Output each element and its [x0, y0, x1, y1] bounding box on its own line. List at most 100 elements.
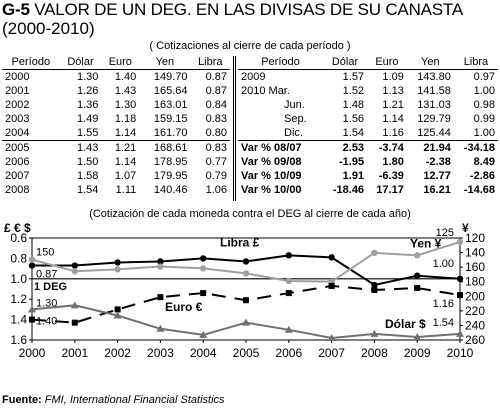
table-cell: 141.58 [417, 85, 451, 97]
data-point [328, 254, 335, 261]
data-point [328, 282, 335, 289]
table-cell: -34.18 [453, 140, 498, 155]
series-label: Euro € [165, 300, 203, 314]
table-cell: -2.38 [425, 156, 451, 168]
data-point [371, 249, 378, 257]
data-point [413, 332, 422, 340]
variation-row: Var % 08/07 2.53 -3.74 21.94 -34.18 [238, 140, 498, 155]
right-axis-tick-label: 240 [465, 318, 485, 332]
right-axis-tick-label: 200 [465, 289, 485, 303]
right-axis-tick-label: 120 [465, 231, 485, 245]
table-left-header: Período Dólar Euro Yen Libra [2, 55, 230, 70]
data-point [200, 265, 207, 272]
data-label: 1.00 [433, 258, 454, 270]
table-cell: -1.95 [338, 156, 365, 168]
row-label: 2009 [241, 71, 266, 83]
row-label: Sep. [284, 113, 307, 125]
table-cell: 12.77 [423, 170, 451, 182]
row-label: 2008 [5, 184, 30, 196]
table-row: 2009 1.57 1.09 143.80 0.97 [238, 70, 498, 85]
data-label: 125 [436, 227, 454, 239]
x-axis-tick-label: 2007 [318, 346, 345, 360]
right-axis-tick-label: 140 [465, 246, 485, 260]
x-axis-tick-label: 2010 [447, 346, 474, 360]
data-point [371, 281, 378, 289]
data-point [200, 255, 207, 262]
table-cell: 0.98 [473, 99, 495, 111]
data-point [242, 270, 250, 277]
table-row: 2005 1.43 1.21 168.61 0.83 [2, 140, 230, 155]
data-point [242, 318, 250, 326]
table-cell: 1.49 [76, 113, 99, 125]
data-point [157, 258, 164, 265]
table-cell: 0.77 [205, 156, 227, 168]
column-header: Yen [139, 55, 191, 70]
table-cell: 1.43 [114, 85, 137, 97]
column-header: Período [2, 55, 60, 70]
data-point [243, 297, 249, 304]
table-row: 2007 1.58 1.07 179.95 0.79 [2, 169, 230, 183]
table-cell: 21.94 [406, 140, 454, 155]
table-cell: 161.70 [153, 127, 188, 139]
variation-row: Var % 10/00 -18.46 17.17 16.21 -14.68 [238, 183, 498, 197]
table-cell: 149.70 [153, 71, 188, 83]
table-cell: 1.58 [76, 170, 99, 182]
right-axis-tick-label: 160 [465, 260, 485, 274]
table-cell: 131.03 [417, 99, 451, 111]
table-divider [235, 56, 236, 201]
right-axis-tick-label: 220 [465, 304, 485, 318]
table-cell: 1.00 [473, 85, 495, 97]
x-axis-tick-label: 2001 [61, 346, 88, 360]
table-cell: 179.95 [153, 170, 188, 182]
chart-subtitle: (2000-2010) [2, 19, 95, 38]
data-point [156, 324, 165, 332]
table-cell: 0.83 [205, 113, 227, 125]
data-point [28, 305, 36, 313]
line-chart: 0.60.81.01.21.41.61201401601802002202402… [4, 221, 485, 360]
data-point [71, 262, 79, 269]
table-row: 2010 Mar. 1.52 1.13 141.58 1.00 [238, 84, 498, 98]
data-label: 1.16 [433, 298, 454, 310]
right-axis-tick-label: 180 [465, 275, 485, 289]
table-cell: 1.52 [342, 85, 365, 97]
table-cell: 1.14 [382, 113, 404, 125]
left-axis-tick-label: 1.6 [10, 333, 27, 347]
table-divider [233, 56, 234, 201]
data-point [157, 263, 164, 270]
data-label: 1.40 [36, 316, 57, 328]
table-cell: 163.01 [153, 99, 188, 111]
x-axis-tick-label: 2002 [104, 346, 131, 360]
data-point [414, 272, 421, 279]
column-header: Euro [101, 55, 140, 70]
table-cell: 1.00 [473, 127, 495, 139]
data-point [113, 311, 122, 319]
x-axis-tick-label: 2006 [275, 346, 302, 360]
data-point [242, 258, 250, 265]
table-cell: 1.26 [76, 85, 99, 97]
data-point [456, 275, 464, 282]
data-point [285, 277, 292, 285]
data-point [371, 287, 378, 294]
data-point [71, 268, 79, 275]
data-point [414, 284, 421, 291]
table-row: 2000 1.30 1.40 149.70 0.87 [2, 70, 230, 85]
x-axis-tick-label: 2005 [233, 346, 260, 360]
x-axis-tick-label: 2008 [361, 346, 388, 360]
table-cell: 129.79 [417, 113, 451, 125]
row-label: 2010 Mar. [241, 85, 290, 97]
x-axis-tick-label: 2009 [404, 346, 431, 360]
data-point [199, 330, 208, 338]
column-header: Dólar [59, 55, 102, 70]
table-row: 2008 1.54 1.11 140.46 1.06 [2, 183, 230, 197]
table-cell: 1.80 [382, 156, 404, 168]
table-row: 2001 1.26 1.43 165.64 0.87 [2, 84, 230, 98]
table-cell: 1.40 [114, 71, 137, 83]
left-axis-tick-label: 1.2 [10, 292, 27, 306]
table-cell: 0.97 [473, 71, 495, 83]
data-label: 150 [36, 247, 54, 259]
left-axis-tick-label: 1.0 [10, 272, 27, 286]
row-label: 2006 [5, 156, 30, 168]
table-cell: -6.39 [378, 170, 404, 182]
table-cell: 1.50 [76, 156, 99, 168]
